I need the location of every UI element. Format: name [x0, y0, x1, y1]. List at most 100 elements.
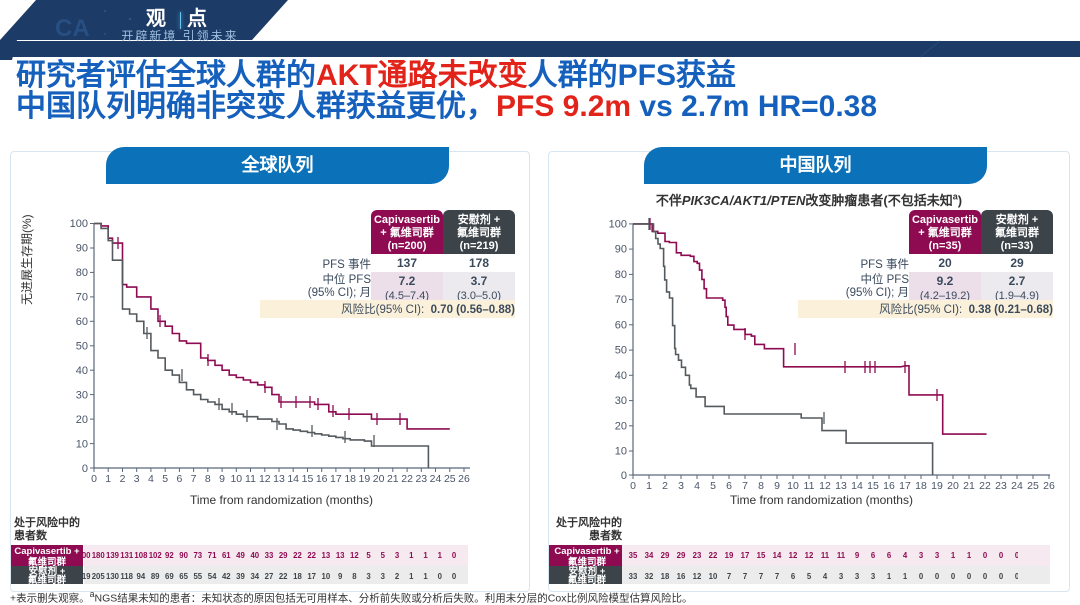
svg-text:0: 0 — [967, 572, 972, 581]
svg-text:0: 0 — [983, 551, 988, 560]
svg-text:108: 108 — [134, 551, 148, 560]
svg-text:34: 34 — [250, 572, 259, 581]
svg-text:15: 15 — [757, 551, 766, 560]
svg-text:7: 7 — [775, 572, 779, 581]
svg-text:118: 118 — [120, 572, 133, 581]
svg-text:49: 49 — [236, 551, 245, 560]
svg-text:102: 102 — [149, 551, 163, 560]
svg-text:4: 4 — [903, 551, 908, 560]
svg-text:3: 3 — [395, 551, 400, 560]
svg-text:0: 0 — [1015, 551, 1018, 560]
svg-text:39: 39 — [236, 572, 245, 581]
svg-text:4: 4 — [823, 572, 828, 581]
svg-text:0: 0 — [951, 572, 956, 581]
svg-text:3: 3 — [839, 572, 844, 581]
svg-text:2: 2 — [395, 572, 400, 581]
svg-text:1: 1 — [423, 551, 428, 560]
svg-text:0: 0 — [999, 551, 1004, 560]
svg-text:5: 5 — [807, 572, 812, 581]
svg-text:3: 3 — [871, 572, 876, 581]
svg-text:40: 40 — [250, 551, 259, 560]
svg-text:17: 17 — [307, 572, 316, 581]
svg-text:131: 131 — [120, 551, 134, 560]
svg-text:54: 54 — [208, 572, 217, 581]
svg-text:5: 5 — [381, 551, 386, 560]
svg-text:34: 34 — [645, 551, 654, 560]
svg-text:89: 89 — [151, 572, 160, 581]
svg-text:0: 0 — [1015, 572, 1018, 581]
svg-text:13: 13 — [322, 551, 331, 560]
svg-text:3: 3 — [935, 551, 940, 560]
svg-text:73: 73 — [193, 551, 202, 560]
svg-text:29: 29 — [661, 551, 670, 560]
svg-text:19: 19 — [725, 551, 734, 560]
svg-text:6: 6 — [791, 572, 796, 581]
svg-text:205: 205 — [92, 572, 106, 581]
svg-text:22: 22 — [709, 551, 718, 560]
svg-text:42: 42 — [222, 572, 231, 581]
svg-text:130: 130 — [106, 572, 120, 581]
svg-text:11: 11 — [821, 551, 830, 560]
svg-text:3: 3 — [919, 551, 924, 560]
svg-text:55: 55 — [193, 572, 202, 581]
svg-text:27: 27 — [265, 572, 274, 581]
svg-text:22: 22 — [293, 551, 302, 560]
svg-text:9: 9 — [855, 551, 860, 560]
svg-text:0: 0 — [438, 572, 443, 581]
svg-text:14: 14 — [773, 551, 782, 560]
svg-text:12: 12 — [789, 551, 798, 560]
svg-text:92: 92 — [165, 551, 174, 560]
svg-text:1: 1 — [409, 551, 414, 560]
svg-text:200: 200 — [77, 551, 91, 560]
svg-text:65: 65 — [179, 572, 188, 581]
svg-text:8: 8 — [352, 572, 357, 581]
svg-text:29: 29 — [279, 551, 288, 560]
svg-text:1: 1 — [438, 551, 443, 560]
svg-text:18: 18 — [661, 572, 670, 581]
svg-text:0: 0 — [919, 572, 924, 581]
svg-text:12: 12 — [693, 572, 702, 581]
svg-text:71: 71 — [208, 551, 217, 560]
svg-text:90: 90 — [179, 551, 188, 560]
svg-text:0: 0 — [452, 572, 457, 581]
svg-text:0: 0 — [935, 572, 940, 581]
svg-text:12: 12 — [805, 551, 814, 560]
svg-text:10: 10 — [709, 572, 718, 581]
svg-text:33: 33 — [629, 572, 638, 581]
svg-text:6: 6 — [871, 551, 876, 560]
svg-text:6: 6 — [887, 551, 892, 560]
svg-text:10: 10 — [322, 572, 331, 581]
svg-text:23: 23 — [693, 551, 702, 560]
svg-text:32: 32 — [645, 572, 654, 581]
svg-text:22: 22 — [307, 551, 316, 560]
svg-text:33: 33 — [265, 551, 274, 560]
svg-text:12: 12 — [350, 551, 359, 560]
svg-text:1: 1 — [423, 572, 428, 581]
svg-text:180: 180 — [92, 551, 106, 560]
svg-text:69: 69 — [165, 572, 174, 581]
svg-text:139: 139 — [106, 551, 120, 560]
svg-text:22: 22 — [279, 572, 288, 581]
svg-text:94: 94 — [137, 572, 146, 581]
svg-text:18: 18 — [293, 572, 302, 581]
svg-text:0: 0 — [999, 572, 1004, 581]
svg-text:3: 3 — [855, 572, 860, 581]
svg-text:35: 35 — [629, 551, 638, 560]
svg-text:3: 3 — [366, 572, 371, 581]
svg-text:9: 9 — [338, 572, 343, 581]
svg-text:7: 7 — [727, 572, 731, 581]
svg-text:1: 1 — [409, 572, 414, 581]
svg-text:1: 1 — [887, 572, 892, 581]
svg-text:5: 5 — [366, 551, 371, 560]
svg-text:3: 3 — [381, 572, 386, 581]
svg-text:13: 13 — [336, 551, 345, 560]
svg-text:1: 1 — [951, 551, 956, 560]
svg-text:1: 1 — [967, 551, 972, 560]
svg-text:219: 219 — [77, 572, 91, 581]
svg-text:61: 61 — [222, 551, 231, 560]
svg-text:1: 1 — [903, 572, 908, 581]
svg-text:17: 17 — [741, 551, 750, 560]
svg-text:29: 29 — [677, 551, 686, 560]
svg-text:7: 7 — [759, 572, 763, 581]
svg-text:0: 0 — [452, 551, 457, 560]
